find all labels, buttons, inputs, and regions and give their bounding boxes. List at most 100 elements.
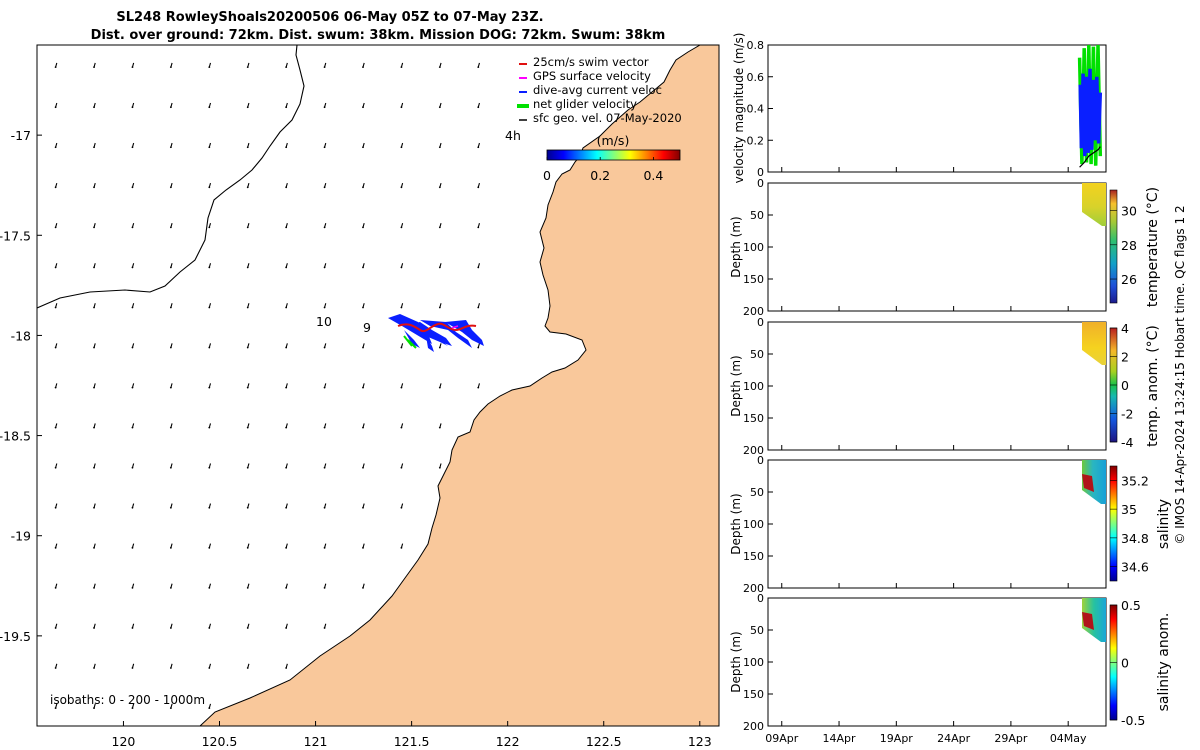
vector-field-arrowhead [438,146,441,149]
vector-field-arrowhead [477,346,480,349]
vector-field-arrowhead [362,466,364,469]
vector-field-arrowhead [131,66,134,69]
vector-field-arrowhead [246,586,249,589]
vector-field-arrowhead [438,266,441,269]
vector-field-arrowhead [208,266,211,269]
vector-field-arrowhead [208,106,211,109]
salinity-ylabel: Depth (m) [729,493,743,554]
vector-field-arrowhead [93,466,95,469]
salinity-anomaly-colorbar-ticks: -0.5 0 0.5 [1110,598,1145,728]
vector-field-arrowhead [285,346,288,349]
colorbar-tick-label: -2 [1121,407,1133,422]
vector-field-arrowhead [131,346,134,349]
velocity-series [1077,44,1103,168]
map-y-tick-label: -18.5 [0,429,31,444]
vector-field-arrowhead [169,266,172,269]
vector-field-arrowhead [362,266,364,269]
temperature-colorbar-ticks: 26 28 30 [1110,204,1137,287]
vector-field-arrowhead [285,226,288,229]
vector-field-arrowhead [93,586,95,589]
vector-field-arrowhead [285,627,288,629]
vector-field-arrowhead [285,506,288,509]
velocity-series-line [1079,146,1101,168]
velocity-y-tick-label: 0.4 [747,103,765,116]
vector-field-arrowhead [285,66,288,69]
temperature-section [1082,183,1106,226]
vector-field-arrowhead [54,66,57,69]
depth-y-tick-label: 50 [750,624,764,637]
vector-field-arrowhead [362,146,364,149]
depth-y-tick-label: 0 [757,454,764,467]
temp-anomaly-y-axis: 0 50 100 150 200 [743,316,773,457]
depth-y-tick-label: 150 [743,273,764,286]
depth-y-tick-label: 200 [743,444,764,457]
vector-field-arrowhead [208,386,211,389]
vector-field-arrowhead [169,186,172,189]
vector-field-arrowhead [323,546,326,549]
vector-field-arrowhead [400,386,403,389]
map-x-tick-label: 121 [304,734,328,749]
vector-field-arrowhead [131,186,134,189]
vector-field-arrowhead [93,386,95,389]
vector-field-arrowhead [323,506,326,509]
vector-field-arrowhead [400,186,403,189]
temp-anomaly-section [1082,322,1106,365]
velocity-y-tick-label: 0 [757,166,764,179]
vector-field-arrowhead [323,306,326,309]
vector-field-arrowhead [285,426,288,429]
vector-field-arrowhead [400,546,403,549]
vector-field-arrowhead [323,586,326,589]
vector-field-arrowhead [93,146,95,149]
vector-field-arrowhead [131,506,134,509]
vector-field-arrowhead [285,466,288,469]
depth-y-tick-label: 150 [743,688,764,701]
vector-field-arrowhead [93,266,95,269]
vector-field-arrowhead [438,306,441,309]
vector-field-arrowhead [208,506,211,509]
vector-field-arrowhead [362,586,364,589]
vector-field-arrowhead [362,186,364,189]
vector-field-arrowhead [400,266,403,269]
depth-y-tick-label: 50 [750,209,764,222]
salinity-anomaly-section [1082,598,1106,642]
vector-field-arrowhead [323,226,326,229]
colorbar-tick-label: 35.2 [1121,473,1149,488]
vector-field-arrowhead [54,627,57,629]
vector-field-arrowhead [477,386,480,389]
map-y-axis: -17 -17.5 -18 -18.5 -19 -19.5 [0,128,42,644]
speed-colorbar-tick-label: 0 [543,168,551,183]
legend-net-label: net glider velocity [533,97,637,111]
depth-y-tick-label: 100 [743,656,764,669]
vector-field-arrowhead [362,106,364,109]
vector-field-arrowhead [131,546,134,549]
vector-field-arrowhead [400,66,403,69]
time-tick-label: 19Apr [880,732,914,745]
time-tick-label: 14Apr [823,732,857,745]
vector-field-arrowhead [131,266,134,269]
vector-field-arrowhead [131,627,134,629]
colorbar-tick-label: 4 [1121,321,1129,336]
vector-field-arrowhead [169,466,172,469]
map-legend: 25cm/s swim vector GPS surface velocity … [517,55,682,125]
vector-field-arrowhead [400,106,403,109]
credit-text: © IMOS 14-Apr-2024 13:24:15 Hobart time.… [1173,205,1187,544]
vector-field-arrowhead [54,146,57,149]
vector-field-arrowhead [131,466,134,469]
vector-field-arrowhead [323,627,326,629]
velocity-panel: 0 0.2 0.4 0.6 0.8 velocity magnitude (m/s) [732,33,1107,183]
colorbar-tick-label: 0.5 [1121,598,1141,613]
vector-field-arrowhead [131,106,134,109]
salinity-colorbar-label: salinity [1156,499,1172,549]
vector-field-arrowhead [362,426,364,429]
vector-field-arrowhead [438,426,441,429]
map-x-tick-label: 122.5 [586,734,622,749]
vector-field-arrowhead [54,306,57,309]
colorbar-tick-label: 30 [1121,204,1137,219]
time-marker: 4h [505,128,521,143]
vector-field-arrowhead [285,106,288,109]
vector-field-arrowhead [285,546,288,549]
vector-field-arrowhead [400,466,403,469]
vector-field-arrowhead [169,586,172,589]
vector-field-arrowhead [54,106,57,109]
